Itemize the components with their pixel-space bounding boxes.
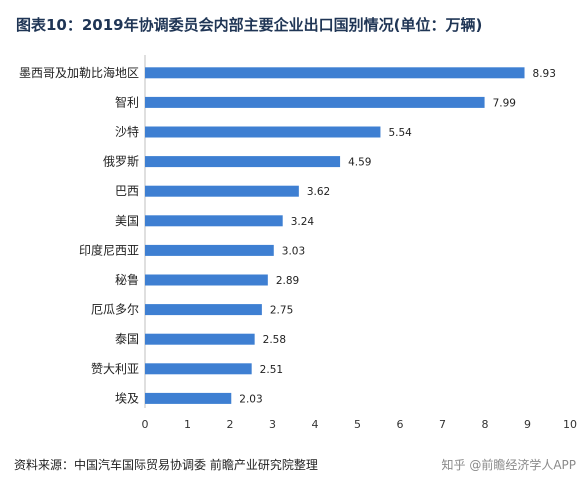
- data-label: 3.62: [307, 186, 330, 198]
- data-label: 2.51: [260, 364, 283, 376]
- category-label: 埃及: [115, 391, 139, 405]
- data-label: 2.03: [239, 393, 262, 405]
- x-tick-label: 10: [563, 418, 577, 431]
- category-label: 墨西哥及加勒比海地区: [19, 65, 139, 80]
- bar: [145, 185, 299, 197]
- data-label: 2.58: [263, 334, 286, 346]
- category-label: 秘鲁: [115, 273, 139, 287]
- bar: [145, 244, 274, 256]
- data-label: 3.03: [282, 245, 305, 257]
- bar: [145, 392, 232, 404]
- data-label: 2.75: [270, 305, 293, 317]
- bar: [145, 363, 252, 375]
- x-tick-label: 6: [397, 418, 404, 431]
- bar: [145, 215, 283, 227]
- data-label: 8.93: [533, 68, 556, 80]
- data-label: 7.99: [493, 97, 516, 109]
- bar: [145, 126, 381, 138]
- bar: [145, 333, 255, 345]
- x-tick-label: 3: [269, 418, 276, 431]
- x-tick-label: 8: [482, 418, 489, 431]
- x-tick-label: 9: [524, 418, 531, 431]
- category-label: 俄罗斯: [103, 155, 139, 169]
- category-label: 厄瓜多尔: [91, 302, 139, 317]
- category-label: 沙特: [115, 124, 139, 139]
- x-tick-label: 0: [142, 418, 149, 431]
- category-label: 巴西: [115, 184, 139, 198]
- chart-title: 图表10：2019年协调委员会内部主要企业出口国别情况(单位：万辆): [16, 16, 483, 34]
- data-label: 3.24: [291, 216, 315, 228]
- category-label: 智利: [115, 94, 139, 109]
- credit-watermark: 知乎 @前瞻经济学人APP: [441, 458, 577, 472]
- data-label: 2.89: [276, 275, 299, 287]
- category-label: 印度尼西亚: [79, 242, 139, 257]
- x-tick-label: 5: [354, 418, 361, 431]
- bar: [145, 274, 268, 286]
- bar: [145, 67, 525, 79]
- bar: [145, 304, 262, 316]
- x-tick-label: 7: [439, 418, 446, 431]
- source-note: 资料来源：中国汽车国际贸易协调委 前瞻产业研究院整理: [14, 458, 318, 472]
- data-label: 4.59: [348, 157, 371, 169]
- bar: [145, 156, 341, 168]
- bar: [145, 96, 485, 108]
- data-label: 5.54: [388, 127, 412, 139]
- category-label: 赞大利亚: [91, 362, 139, 376]
- x-tick-label: 4: [312, 418, 319, 431]
- category-label: 泰国: [115, 332, 139, 346]
- category-label: 美国: [115, 214, 139, 228]
- x-tick-label: 2: [227, 418, 234, 431]
- x-tick-label: 1: [184, 418, 191, 431]
